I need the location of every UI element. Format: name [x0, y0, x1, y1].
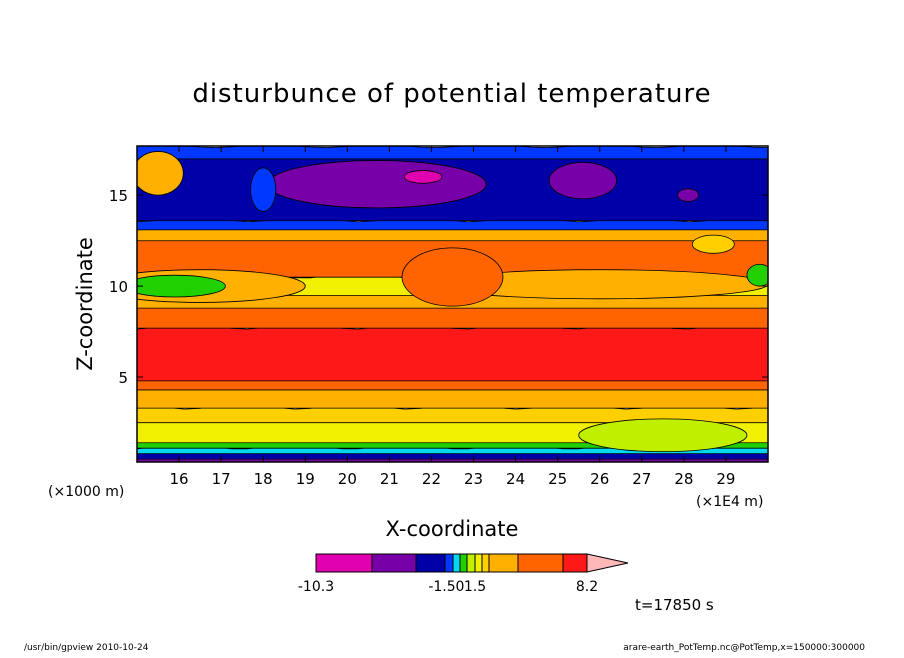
colorbar-swatch	[466, 553, 476, 573]
colorbar-swatch	[315, 553, 373, 573]
contour-region	[746, 263, 768, 287]
colorbar-swatch	[452, 553, 461, 573]
colorbar-label: -10.3	[298, 579, 334, 595]
y-axis-label: Z-coordinate	[73, 237, 97, 371]
x-tick-label: 18	[254, 470, 273, 488]
x-axis: 16 17 18 19 20 21 22 23 24 25 26 27 28 29	[170, 146, 735, 488]
colorbar-swatch	[517, 553, 564, 573]
colorbar-swatch	[371, 553, 417, 573]
colorbar-swatch	[444, 553, 454, 573]
x-axis-label: X-coordinate	[386, 517, 519, 541]
colorbar-extend-triangle	[586, 553, 629, 573]
x-tick-label: 29	[716, 470, 735, 488]
plot-frame	[136, 145, 769, 463]
y-tick-label: 10	[109, 278, 128, 296]
colorbar-swatch	[562, 553, 588, 573]
x-tick-label: 19	[296, 470, 315, 488]
x-tick-label: 21	[380, 470, 399, 488]
y-tick-label: 5	[118, 369, 128, 387]
y-tick-label: 15	[109, 187, 128, 205]
colorbar-swatch	[474, 553, 483, 573]
x-tick-label: 16	[170, 470, 189, 488]
time-label: t=17850 s	[635, 596, 714, 614]
contour-region	[677, 188, 699, 202]
x-units-label: (×1E4 m)	[696, 494, 763, 510]
colorbar-swatch	[459, 553, 468, 573]
x-tick-label: 20	[338, 470, 357, 488]
contour-region	[401, 247, 504, 307]
colorbar-swatch	[415, 553, 446, 573]
x-tick-label: 24	[506, 470, 525, 488]
colorbar-label: 0	[456, 579, 465, 595]
contour-band	[137, 305, 768, 329]
chart-title: disturbunce of potential temperature	[192, 79, 711, 109]
contour-region	[403, 170, 443, 184]
contour-region	[691, 234, 735, 254]
colorbar-swatch	[481, 553, 490, 573]
x-tick-label: 22	[422, 470, 441, 488]
contour-region	[578, 418, 748, 453]
colorbar-swatch	[488, 553, 519, 573]
contour-band	[137, 322, 768, 382]
contour-band	[137, 387, 768, 409]
contour-region	[267, 160, 487, 209]
contour-region	[548, 161, 617, 200]
contour-region	[250, 167, 277, 212]
x-tick-label: 26	[590, 470, 609, 488]
colorbar-label: -1.5	[428, 579, 455, 595]
x-tick-label: 23	[464, 470, 483, 488]
footer-right: arare-earth_PotTemp.nc@PotTemp,x=150000:…	[623, 643, 865, 653]
plot-area	[137, 146, 768, 462]
x-tick-label: 17	[212, 470, 231, 488]
x-tick-label: 25	[548, 470, 567, 488]
contour-region	[137, 274, 226, 298]
footer-left: /usr/bin/gpview 2010-10-24	[24, 643, 149, 653]
x-tick-label: 27	[632, 470, 651, 488]
colorbar-label: 1.5	[464, 579, 486, 595]
contour-region	[137, 151, 184, 196]
x-tick-label: 28	[674, 470, 693, 488]
colorbar-label: 8.2	[576, 579, 598, 595]
y-units-label: (×1000 m)	[48, 484, 124, 500]
y-axis: 5 10 15	[109, 187, 768, 387]
colorbar: -10.3 -1.5 0 1.5 8.2	[298, 553, 629, 595]
